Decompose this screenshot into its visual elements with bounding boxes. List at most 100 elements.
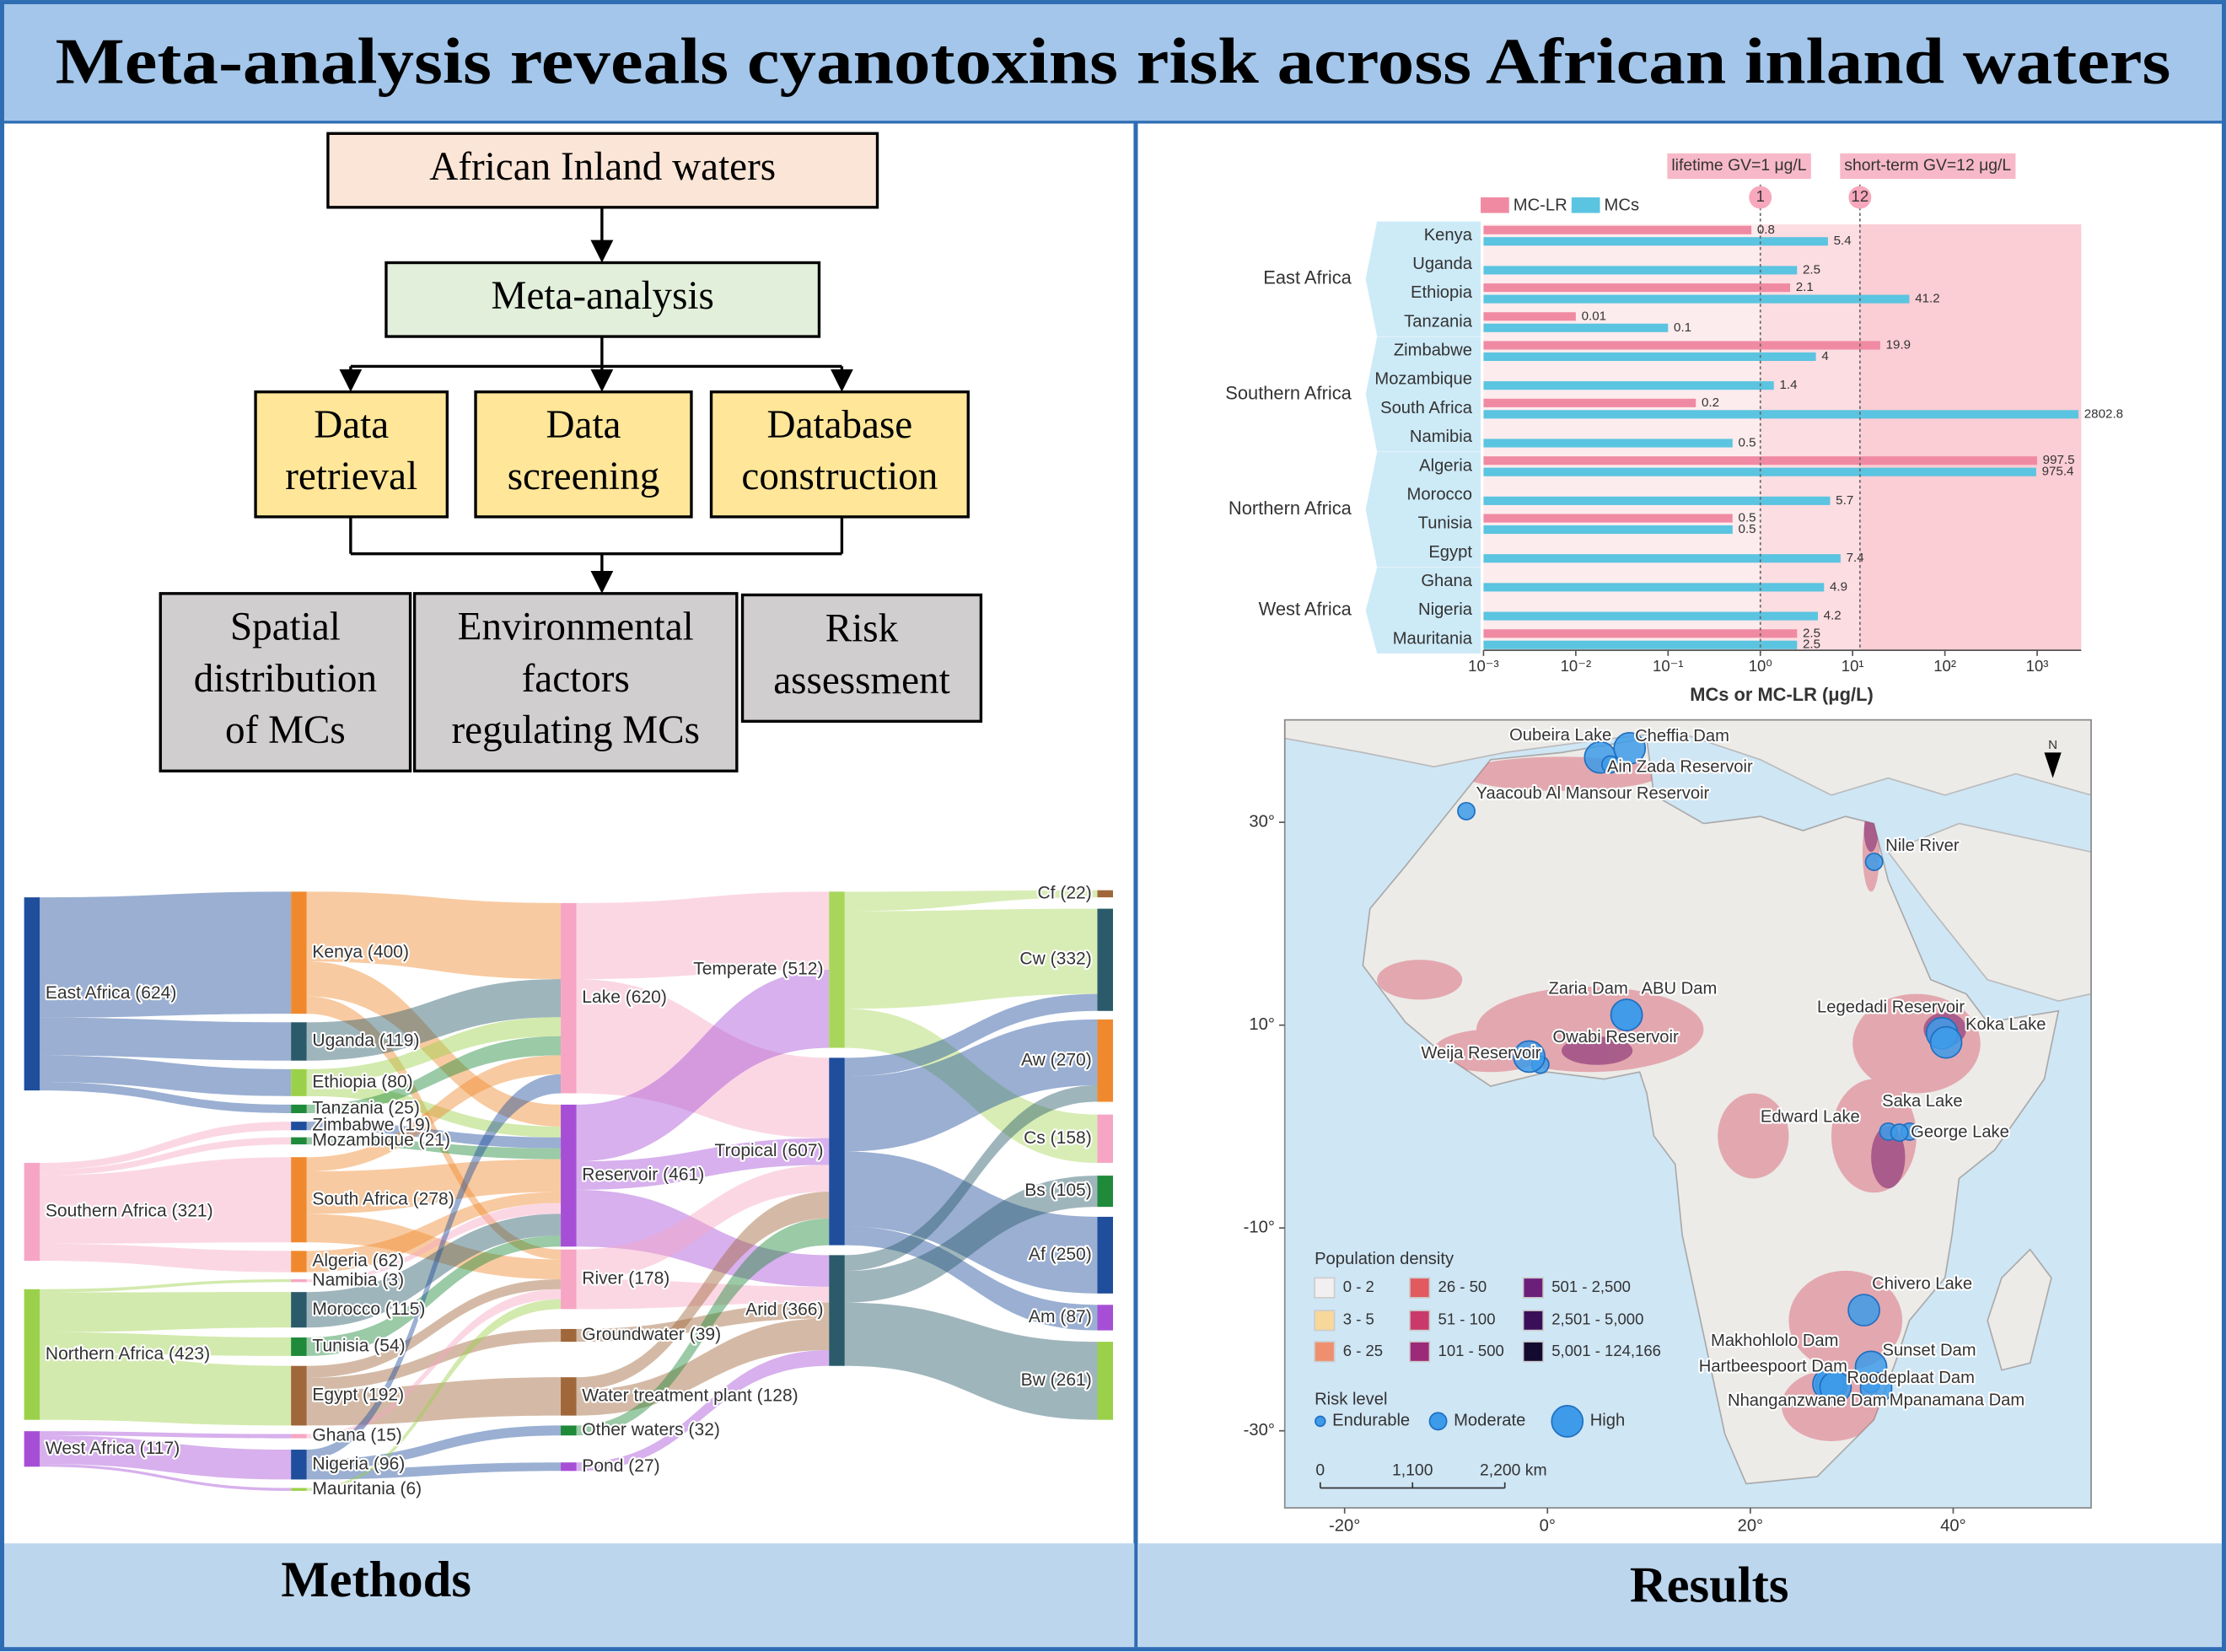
population-swatch <box>1314 1341 1336 1363</box>
lat-tick-label: 10° <box>1249 1015 1275 1034</box>
sankey-node <box>1097 1176 1113 1208</box>
site-label: Cheffia Dam <box>1635 727 1729 745</box>
legend-label: MC-LR <box>1514 196 1567 214</box>
bar <box>1483 398 1696 407</box>
sankey-node-label: Kenya (400) <box>312 942 409 961</box>
sankey-node-label: Cw (332) <box>1019 950 1091 969</box>
flow-box-text: factors <box>522 657 630 701</box>
methods-label: Methods <box>281 1552 471 1608</box>
flow-box <box>709 390 970 519</box>
sankey-node <box>291 891 307 1014</box>
risk-swatch <box>1428 1412 1448 1431</box>
sankey-link <box>306 1289 562 1439</box>
category-label: Egypt <box>1428 543 1472 562</box>
flow-box-text: Environmental <box>458 605 694 649</box>
population-class-label: 5,001 - 124,166 <box>1551 1342 1661 1359</box>
sankey-link <box>306 961 562 1127</box>
sankey-link <box>576 891 830 980</box>
group-label: Northern Africa <box>1229 498 1352 519</box>
population-class-label: 3 - 5 <box>1343 1310 1374 1328</box>
sankey-link <box>306 891 562 980</box>
x-tick-label: 10¹ <box>1842 657 1864 675</box>
bar <box>1483 283 1791 293</box>
sankey-link <box>40 1332 292 1356</box>
lon-tick-label: 0° <box>1540 1516 1556 1535</box>
results-label: Results <box>1630 1558 1789 1614</box>
lon-tick-label: 20° <box>1738 1516 1764 1535</box>
bar <box>1483 323 1669 332</box>
guideline-marker-label: 1 <box>1756 187 1765 205</box>
sankey-node <box>24 1431 40 1467</box>
sankey-node <box>291 1137 307 1145</box>
category-label: Ghana <box>1421 572 1472 590</box>
bar <box>1483 611 1818 621</box>
scale-label: 1,100 <box>1392 1461 1433 1479</box>
bar <box>1483 514 1733 523</box>
guideline-marker <box>1848 186 1872 209</box>
bar <box>1483 467 2036 476</box>
x-tick-label: 10² <box>1933 657 1956 675</box>
sankey-node <box>291 1434 307 1439</box>
sites <box>1457 731 1963 1405</box>
sankey-link <box>306 1055 562 1172</box>
sankey-node <box>291 1022 307 1061</box>
flow-box-text: Database <box>767 403 913 447</box>
population-swatch <box>1522 1310 1544 1332</box>
site-label: Weija Reservoir <box>1421 1044 1540 1063</box>
risk-level-label: Endurable <box>1332 1412 1410 1430</box>
sankey-node-label: West Africa (117) <box>46 1439 180 1458</box>
sankey-link <box>40 1122 292 1170</box>
group-bracket <box>1365 221 1481 336</box>
sankey-node <box>291 1157 307 1243</box>
sankey-node-label: Lake (620) <box>582 987 667 1007</box>
bar-value-label: 0.01 <box>1582 309 1606 323</box>
population-class-label: 0 - 2 <box>1343 1278 1374 1295</box>
sankey-node <box>24 897 40 1091</box>
scale-label: 0 <box>1315 1461 1325 1479</box>
sankey-link <box>844 1085 1098 1272</box>
sankey-node-label: Cs (158) <box>1024 1128 1092 1148</box>
bar-value-label: 2.5 <box>1803 262 1820 277</box>
sankey-node-label: Arid (366) <box>745 1300 823 1320</box>
sankey-link <box>306 1074 562 1460</box>
site-label: Saka Lake <box>1882 1092 1962 1111</box>
sankey-node-label: Mozambique (21) <box>312 1130 450 1149</box>
lon-tick-label: 40° <box>1940 1516 1966 1535</box>
sankey-node <box>291 1365 307 1426</box>
site-label: Roodeplaat Dam <box>1847 1369 1975 1387</box>
bar-value-label: 0.5 <box>1739 511 1756 525</box>
legend-swatch <box>1481 197 1509 213</box>
risk-level-label: High <box>1590 1412 1626 1430</box>
lat-tick-label: -10° <box>1244 1219 1275 1237</box>
flow-box-text: screening <box>508 455 660 498</box>
sankey-link <box>40 891 292 1018</box>
site-label: Ain Zada Reservoir <box>1607 757 1753 776</box>
sankey-link <box>306 1299 562 1491</box>
sankey-node-label: Groundwater (39) <box>582 1325 721 1344</box>
sankey-link <box>306 1159 562 1214</box>
sankey-node <box>561 1104 577 1247</box>
bar-value-label: 1.4 <box>1779 378 1797 392</box>
category-label: South Africa <box>1380 399 1473 417</box>
sankey-node <box>829 1057 845 1246</box>
sankey-link <box>576 1318 830 1416</box>
category-label: Nigeria <box>1418 600 1473 619</box>
bar-value-label: 4.2 <box>1824 609 1842 623</box>
category-label: Zimbabwe <box>1394 342 1472 360</box>
flow-box-text: distribution <box>194 657 377 701</box>
sankey-node-label: Namibia (3) <box>312 1270 404 1289</box>
sankey-node <box>1097 1216 1113 1294</box>
sankey-link <box>576 1279 830 1310</box>
sankey-node-label: Uganda (119) <box>312 1031 419 1051</box>
sankey-link <box>306 1017 562 1083</box>
bar <box>1483 456 2037 465</box>
sankey-link <box>306 1082 562 1138</box>
sankey-node <box>291 1450 307 1480</box>
bar <box>1483 266 1798 275</box>
site-label: George Lake <box>1911 1122 2009 1141</box>
sankey-node <box>24 1162 40 1262</box>
lat-tick-label: 30° <box>1249 812 1275 831</box>
sankey-link <box>306 996 562 1260</box>
sankey-node-label: Tropical (607) <box>715 1141 824 1160</box>
